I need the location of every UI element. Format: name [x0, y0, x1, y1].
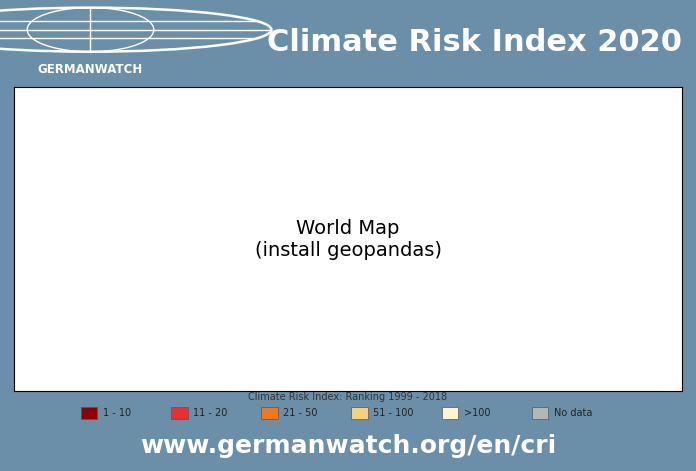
FancyBboxPatch shape	[171, 407, 188, 419]
Text: www.germanwatch.org/en/cri: www.germanwatch.org/en/cri	[140, 434, 556, 458]
Text: >100: >100	[464, 408, 490, 418]
FancyBboxPatch shape	[261, 407, 278, 419]
Text: Climate Risk Index 2020: Climate Risk Index 2020	[267, 28, 682, 57]
FancyBboxPatch shape	[351, 407, 368, 419]
Text: GERMANWATCH: GERMANWATCH	[38, 63, 143, 76]
Text: No data: No data	[554, 408, 592, 418]
FancyBboxPatch shape	[441, 407, 458, 419]
Text: 1 - 10: 1 - 10	[103, 408, 131, 418]
Text: Climate Risk Index: Ranking 1999 - 2018: Climate Risk Index: Ranking 1999 - 2018	[248, 391, 448, 402]
FancyBboxPatch shape	[532, 407, 548, 419]
Text: World Map
(install geopandas): World Map (install geopandas)	[255, 219, 441, 260]
Text: 21 - 50: 21 - 50	[283, 408, 317, 418]
Text: 51 - 100: 51 - 100	[373, 408, 414, 418]
Text: 11 - 20: 11 - 20	[193, 408, 228, 418]
FancyBboxPatch shape	[81, 407, 97, 419]
